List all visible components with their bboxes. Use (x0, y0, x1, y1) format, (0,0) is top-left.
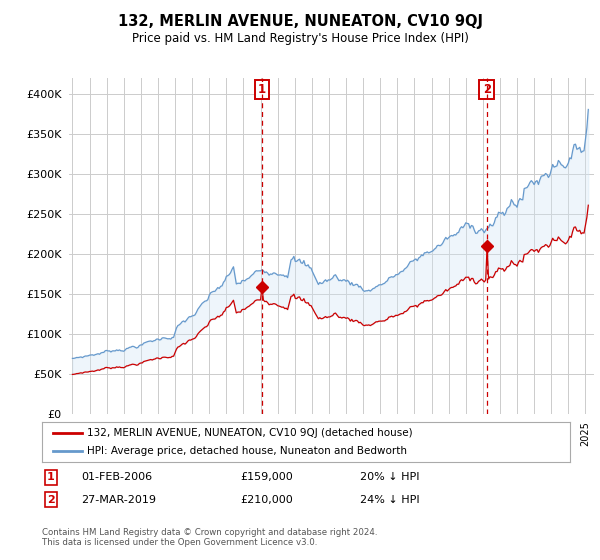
Text: £159,000: £159,000 (240, 472, 293, 482)
Text: 2: 2 (47, 494, 55, 505)
Text: 27-MAR-2019: 27-MAR-2019 (81, 494, 156, 505)
Text: £210,000: £210,000 (240, 494, 293, 505)
Text: 132, MERLIN AVENUE, NUNEATON, CV10 9QJ: 132, MERLIN AVENUE, NUNEATON, CV10 9QJ (118, 14, 482, 29)
Text: 132, MERLIN AVENUE, NUNEATON, CV10 9QJ (detached house): 132, MERLIN AVENUE, NUNEATON, CV10 9QJ (… (87, 428, 413, 437)
Text: 20% ↓ HPI: 20% ↓ HPI (360, 472, 419, 482)
Text: 2: 2 (483, 83, 491, 96)
Text: HPI: Average price, detached house, Nuneaton and Bedworth: HPI: Average price, detached house, Nune… (87, 446, 407, 456)
Text: Price paid vs. HM Land Registry's House Price Index (HPI): Price paid vs. HM Land Registry's House … (131, 32, 469, 45)
Text: 24% ↓ HPI: 24% ↓ HPI (360, 494, 419, 505)
Text: 1: 1 (258, 83, 266, 96)
Text: 01-FEB-2006: 01-FEB-2006 (81, 472, 152, 482)
Text: Contains HM Land Registry data © Crown copyright and database right 2024.
This d: Contains HM Land Registry data © Crown c… (42, 528, 377, 547)
Text: 1: 1 (47, 472, 55, 482)
